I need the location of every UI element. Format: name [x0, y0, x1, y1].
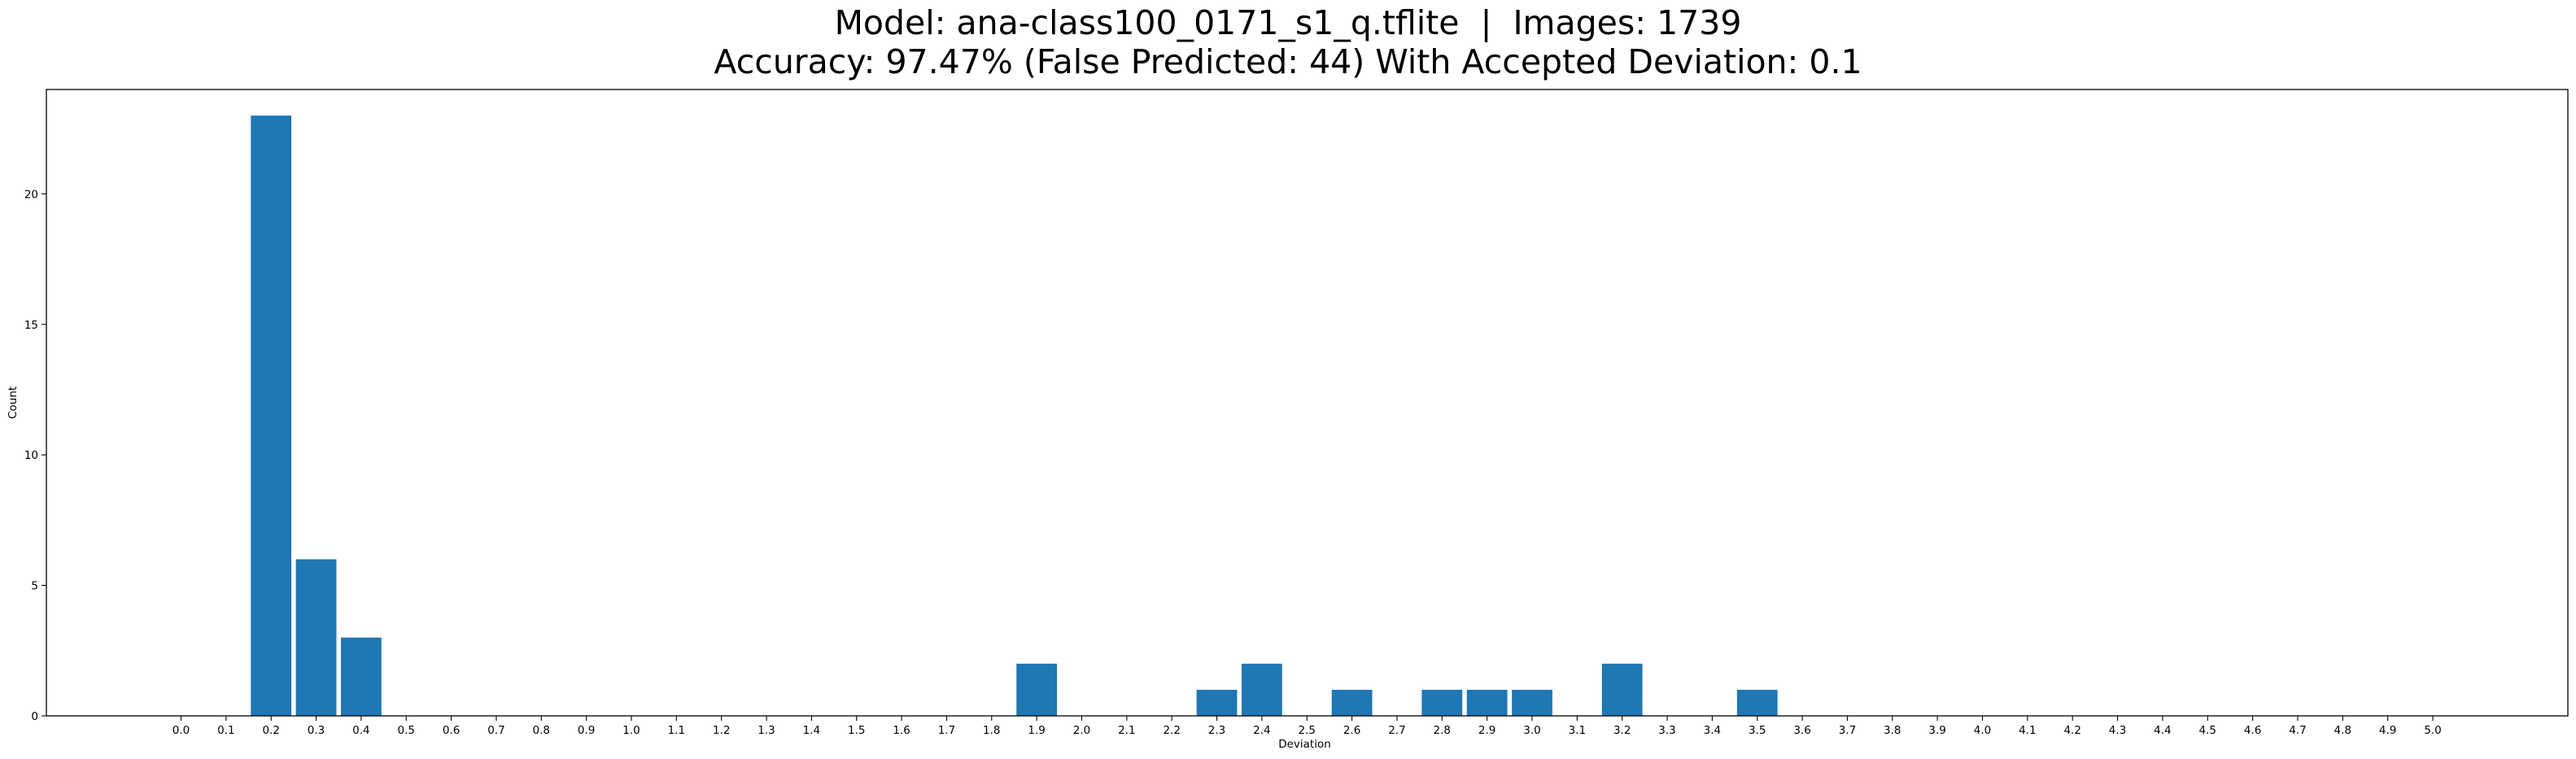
bar-3.2	[1601, 663, 1643, 716]
bar-3.5	[1736, 689, 1778, 716]
y-tick-label: 20	[24, 188, 38, 201]
x-tick-label: 3.8	[1884, 724, 1901, 737]
x-tick-label: 2.0	[1073, 724, 1090, 737]
x-tick-label: 5.0	[2424, 724, 2441, 737]
x-tick-label: 3.7	[1839, 724, 1856, 737]
bar-2.9	[1466, 689, 1508, 716]
x-tick-label: 1.2	[713, 724, 730, 737]
x-tick-label: 3.3	[1658, 724, 1675, 737]
x-tick-label: 1.8	[983, 724, 1000, 737]
x-tick-label: 1.7	[938, 724, 955, 737]
x-tick-label: 2.5	[1299, 724, 1316, 737]
y-tick-label: 10	[24, 449, 38, 462]
bars-group	[251, 116, 1778, 717]
x-tick-label: 3.9	[1928, 724, 1945, 737]
x-axis-label: Deviation	[1278, 738, 1331, 751]
x-tick-label: 2.8	[1434, 724, 1451, 737]
x-tick-label: 2.6	[1343, 724, 1360, 737]
x-tick-label: 2.1	[1118, 724, 1135, 737]
x-tick-label: 4.3	[2109, 724, 2126, 737]
y-axis-label: Count	[7, 386, 20, 419]
x-tick-label: 4.8	[2334, 724, 2351, 737]
chart-title-block: Model: ana-class100_0171_s1_q.tflite | I…	[0, 3, 2576, 81]
x-tick-label: 1.6	[893, 724, 910, 737]
x-tick-label: 4.7	[2289, 724, 2306, 737]
bar-2.8	[1421, 689, 1463, 716]
x-tick-label: 2.2	[1163, 724, 1180, 737]
x-tick-label: 4.2	[2063, 724, 2080, 737]
x-tick-label: 4.6	[2244, 724, 2261, 737]
x-tick-label: 3.0	[1523, 724, 1540, 737]
x-tick-label: 1.1	[668, 724, 685, 737]
y-tick-label: 15	[24, 319, 38, 332]
x-tick-label: 3.5	[1749, 724, 1766, 737]
chart-subtitle: Accuracy: 97.47% (False Predicted: 44) W…	[714, 42, 1862, 81]
x-tick-label: 0.5	[398, 724, 415, 737]
x-tick-label: 2.4	[1253, 724, 1270, 737]
x-tick-label: 1.9	[1028, 724, 1045, 737]
y-tick-label: 0	[31, 710, 38, 723]
x-tick-label: 0.1	[217, 724, 234, 737]
x-tick-label: 0.6	[443, 724, 460, 737]
x-tick-label: 3.1	[1569, 724, 1586, 737]
plot-frame	[46, 89, 2569, 717]
x-tick-label: 4.1	[2019, 724, 2036, 737]
x-tick-label: 4.9	[2379, 724, 2396, 737]
x-tick-label: 2.9	[1478, 724, 1495, 737]
x-tick-label: 0.7	[487, 724, 504, 737]
x-tick-label: 3.6	[1793, 724, 1810, 737]
y-tick-label: 5	[31, 580, 38, 593]
bar-2.4	[1242, 663, 1282, 716]
x-tick-label: 2.7	[1388, 724, 1405, 737]
bar-1.9	[1016, 663, 1058, 716]
bar-0.3	[295, 559, 337, 716]
x-tick-label: 3.4	[1704, 724, 1721, 737]
x-tick-label: 0.9	[578, 724, 595, 737]
x-tick-label: 4.0	[1974, 724, 1991, 737]
x-tick-label: 1.4	[803, 724, 820, 737]
x-tick-label: 0.0	[172, 724, 190, 737]
x-tick-label: 4.4	[2154, 724, 2171, 737]
x-tick-label: 0.3	[308, 724, 325, 737]
x-tick-label: 3.2	[1613, 724, 1631, 737]
x-tick-label: 0.8	[533, 724, 550, 737]
bar-3.0	[1512, 689, 1552, 716]
x-axis-ticks: 0.0 0.1 0.2 0.3 0.4 0.5 0.6 0.7 0.8 0.9 1.0 1.1 1.2 1…	[172, 716, 2442, 737]
x-tick-label: 1.0	[622, 724, 640, 737]
x-tick-label: 2.3	[1208, 724, 1225, 737]
bar-2.3	[1196, 689, 1238, 716]
bar-0.2	[251, 116, 292, 717]
x-tick-label: 1.5	[848, 724, 865, 737]
x-tick-label: 4.5	[2199, 724, 2216, 737]
x-tick-label: 1.3	[758, 724, 775, 737]
x-tick-label: 0.2	[262, 724, 279, 737]
bar-0.4	[341, 637, 382, 716]
y-axis-ticks: 0 5 10 15 20	[24, 188, 46, 723]
x-tick-label: 0.4	[352, 724, 369, 737]
bar-2.6	[1331, 689, 1373, 716]
chart-title: Model: ana-class100_0171_s1_q.tflite | I…	[834, 3, 1742, 42]
